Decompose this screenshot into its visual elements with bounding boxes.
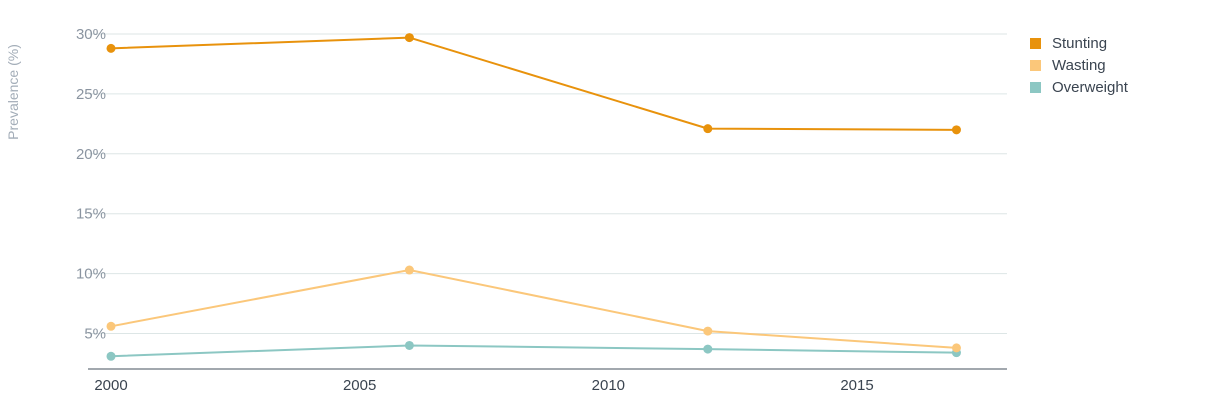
series-line-stunting bbox=[110, 36, 957, 131]
y-tick-label: 30% bbox=[76, 26, 106, 43]
legend-swatch-wasting bbox=[1030, 60, 1041, 71]
series-overweight bbox=[106, 340, 961, 361]
legend-label-wasting: Wasting bbox=[1052, 57, 1106, 74]
legend-swatch-stunting bbox=[1030, 38, 1041, 49]
x-tick-labels: 2000 2005 2010 2015 bbox=[94, 377, 873, 394]
y-tick-label: 25% bbox=[76, 86, 106, 103]
y-tick-label: 15% bbox=[76, 206, 106, 223]
y-tick-label: 5% bbox=[84, 326, 106, 343]
x-tick-label: 2010 bbox=[592, 377, 625, 394]
data-point-overweight[interactable] bbox=[703, 344, 713, 354]
legend: Stunting Wasting Overweight bbox=[1030, 35, 1129, 96]
data-point-wasting[interactable] bbox=[404, 265, 414, 275]
series-wasting bbox=[106, 265, 961, 353]
grid-lines bbox=[88, 33, 1007, 334]
data-point-overweight[interactable] bbox=[106, 351, 116, 361]
series-stunting bbox=[106, 33, 961, 135]
series bbox=[106, 33, 961, 361]
y-tick-label: 10% bbox=[76, 266, 106, 283]
data-point-wasting[interactable] bbox=[703, 326, 713, 336]
y-axis-label: Prevalence (%) bbox=[5, 44, 21, 140]
y-tick-labels: 5% 10% 15% 20% 25% 30% bbox=[76, 26, 106, 343]
data-point-overweight[interactable] bbox=[404, 340, 414, 350]
legend-item-overweight[interactable]: Overweight bbox=[1030, 79, 1129, 96]
series-line-wasting bbox=[110, 269, 957, 349]
legend-item-wasting[interactable]: Wasting bbox=[1030, 57, 1106, 74]
data-point-stunting[interactable] bbox=[703, 124, 713, 134]
data-point-stunting[interactable] bbox=[951, 125, 961, 135]
y-tick-label: 20% bbox=[76, 146, 106, 163]
data-point-wasting[interactable] bbox=[951, 343, 961, 353]
data-point-stunting[interactable] bbox=[106, 43, 116, 53]
data-point-wasting[interactable] bbox=[106, 321, 116, 331]
x-tick-label: 2015 bbox=[840, 377, 873, 394]
data-point-stunting[interactable] bbox=[404, 33, 414, 43]
legend-item-stunting[interactable]: Stunting bbox=[1030, 35, 1107, 52]
x-tick-label: 2000 bbox=[94, 377, 127, 394]
legend-label-overweight: Overweight bbox=[1052, 79, 1129, 96]
x-tick-label: 2005 bbox=[343, 377, 376, 394]
series-line-overweight bbox=[110, 344, 957, 358]
legend-swatch-overweight bbox=[1030, 82, 1041, 93]
legend-label-stunting: Stunting bbox=[1052, 35, 1107, 52]
